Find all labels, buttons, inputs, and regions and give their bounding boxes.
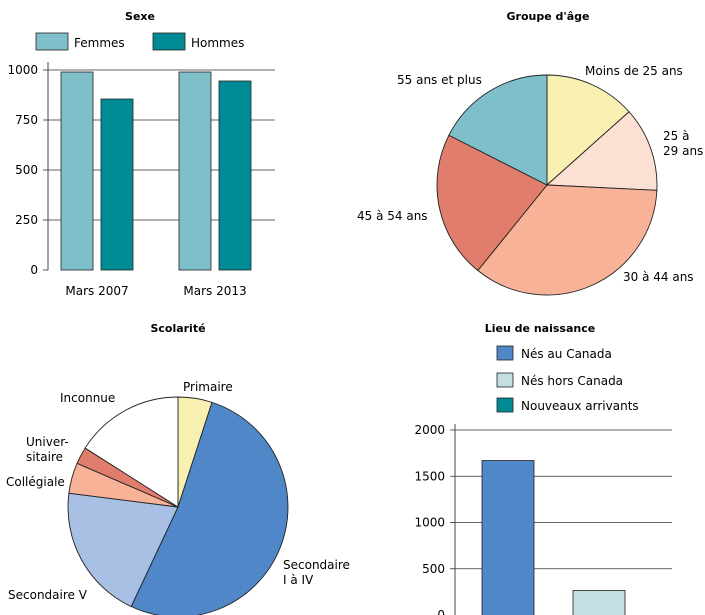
x-category-label: Mars 2007 <box>65 284 128 298</box>
chart-title-lieu: Lieu de naissance <box>485 322 595 335</box>
legend-label-lieu-1: Nés hors Canada <box>521 374 623 388</box>
y-tick-label: 750 <box>15 113 38 127</box>
age-slice-label-3: 45 à 54 ans <box>357 209 428 223</box>
bar-hommes-1 <box>100 98 134 271</box>
scol-slice-1 <box>130 401 289 615</box>
y-tick-label: 500 <box>422 562 445 576</box>
scol-slice-label-1: Secondaire I à IV <box>283 558 350 587</box>
chart-title-age: Groupe d'âge <box>506 10 589 23</box>
age-slice-label-1: 25 à 29 ans <box>663 129 703 158</box>
scol-slice-label-0: Primaire <box>183 380 233 394</box>
chart-title-scolarite: Scolarité <box>150 322 205 335</box>
legend-swatch-hommes <box>152 32 186 51</box>
y-tick-label: 1000 <box>7 63 38 77</box>
age-slice-0 <box>546 74 630 187</box>
age-slice-4 <box>448 74 548 186</box>
scol-slice-label-3: Collégiale <box>6 475 65 489</box>
scol-slice-label-2: Secondaire V <box>8 588 88 602</box>
bar-lieu-0 <box>481 460 535 615</box>
scol-slice-label-4: Univer-sitaire <box>26 435 69 464</box>
age-slice-label-0: Moins de 25 ans <box>585 64 683 78</box>
y-tick-label: 1500 <box>414 469 445 483</box>
x-category-label: Mars 2013 <box>183 284 246 298</box>
age-slice-2 <box>477 184 658 296</box>
y-tick-label: 250 <box>15 213 38 227</box>
scol-slice-2 <box>67 492 179 608</box>
chart-title-sexe: Sexe <box>125 10 155 23</box>
legend-label-lieu-0: Nés au Canada <box>521 347 612 361</box>
legend-swatch-lieu-1 <box>496 372 514 388</box>
y-tick-label: 500 <box>15 163 38 177</box>
scol-slice-5 <box>84 396 179 508</box>
bar-lieu-1 <box>572 590 626 615</box>
legend-label-femmes: Femmes <box>74 36 125 50</box>
y-tick-label: 0 <box>437 608 445 615</box>
legend-label-hommes: Hommes <box>191 36 244 50</box>
legend-swatch-lieu-2 <box>496 397 514 413</box>
age-slice-label-2: 30 à 44 ans <box>623 270 694 284</box>
bar-femmes-1 <box>60 71 94 271</box>
legend-swatch-femmes <box>35 32 69 51</box>
y-tick-label: 0 <box>30 263 38 277</box>
age-slice-label-4: 55 ans et plus <box>397 73 482 87</box>
age-slice-3 <box>436 134 548 272</box>
y-tick-label: 1000 <box>414 516 445 530</box>
scol-slice-label-5: Inconnue <box>60 391 115 405</box>
age-slice-1 <box>545 111 658 191</box>
legend-label-lieu-2: Nouveaux arrivants <box>521 399 639 413</box>
legend-swatch-lieu-0 <box>496 345 514 361</box>
bar-hommes-2 <box>218 80 252 271</box>
y-tick-label: 2000 <box>414 423 445 437</box>
bar-femmes-2 <box>178 71 212 271</box>
